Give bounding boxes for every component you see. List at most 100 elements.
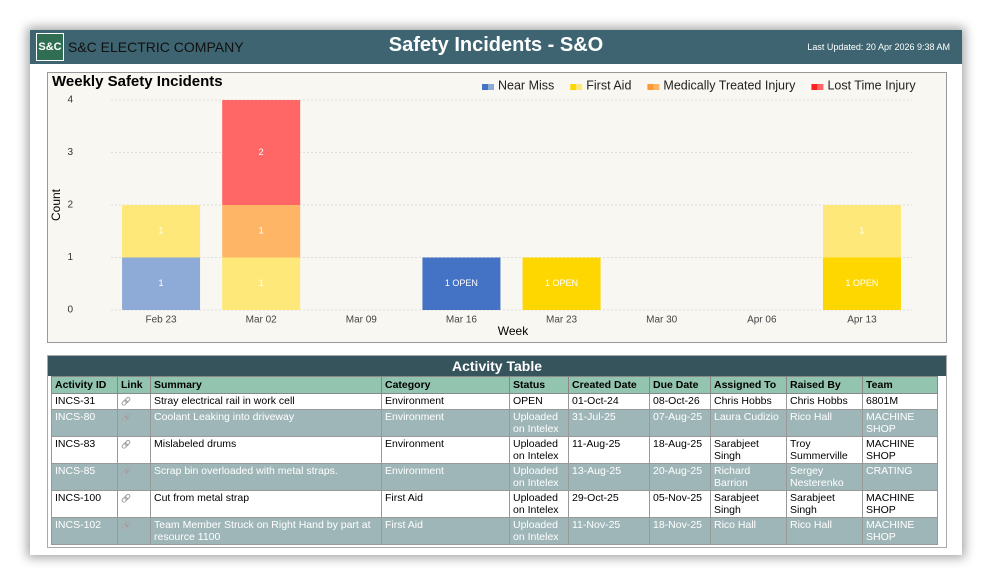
legend-swatch [482, 84, 488, 90]
column-header: Assigned To [710, 376, 787, 394]
link-icon[interactable]: 🔗 [121, 397, 131, 406]
link-icon[interactable]: 🔗 [121, 494, 131, 503]
y-tick-label: 3 [67, 147, 73, 158]
bar-label: 1 [159, 278, 164, 288]
x-tick-label: Mar 02 [246, 315, 278, 326]
table-cell: Uploaded on Intelex [509, 490, 569, 518]
table-cell: Sarabjeet Singh [710, 436, 787, 464]
chart-title: Weekly Safety Incidents [52, 73, 223, 90]
table-cell: INCS-102 [51, 517, 118, 545]
link-icon[interactable]: 🔗 [121, 440, 131, 449]
table-cell: Mislabeled drums [150, 436, 382, 464]
logo-icon: S&C [36, 33, 64, 61]
bar-label: 1 [259, 278, 264, 288]
bar-label: 1 [259, 226, 264, 236]
column-header: Status [509, 376, 569, 394]
table-cell: 11-Aug-25 [568, 436, 650, 464]
bar [822, 205, 901, 258]
x-tick-label: Mar 09 [346, 315, 378, 326]
bar [222, 257, 301, 310]
table-cell: 29-Oct-25 [568, 490, 650, 518]
bar [422, 257, 501, 310]
table-row: INCS-83 🔗 Mislabeled drums Environment Uploa… [51, 436, 938, 464]
y-tick-label: 1 [67, 252, 73, 263]
legend-swatch [653, 84, 660, 90]
table-cell: Sarabjeet Singh [786, 490, 863, 518]
table-cell: Chris Hobbs [710, 393, 787, 410]
table-cell: 11-Nov-25 [568, 517, 650, 545]
table-cell: Sarabjeet Singh [710, 490, 787, 518]
table-cell: Troy Summerville [786, 436, 863, 464]
table-cell: INCS-80 [51, 409, 118, 437]
legend-swatch [817, 84, 824, 90]
bar [222, 100, 301, 205]
table-cell: Cut from metal strap [150, 490, 382, 518]
table-cell: 07-Aug-25 [649, 409, 711, 437]
x-tick-label: Apr 13 [847, 315, 877, 326]
column-header: Due Date [649, 376, 711, 394]
legend-swatch [647, 84, 654, 90]
table-cell: Team Member Struck on Right Hand by part… [150, 517, 382, 545]
table-cell: 18-Aug-25 [649, 436, 711, 464]
table-cell: INCS-85 [51, 463, 118, 491]
last-updated: Last Updated: 20 Apr 2026 9:38 AM [807, 42, 950, 52]
legend-swatch [488, 84, 494, 90]
legend-swatch [570, 84, 577, 90]
table-cell: Chris Hobbs [786, 393, 863, 410]
table-cell: 20-Aug-25 [649, 463, 711, 491]
table-title: Activity Table [48, 356, 946, 376]
table-cell: 01-Oct-24 [568, 393, 650, 410]
x-tick-label: Mar 23 [546, 315, 578, 326]
y-tick-label: 0 [67, 305, 73, 316]
legend-label: Near Miss [498, 78, 554, 92]
legend-swatch [811, 84, 818, 90]
chart: Weekly Safety Incidents Week Count 0 1 2 3 4… [47, 72, 947, 343]
table-cell: 13-Aug-25 [568, 463, 650, 491]
table: Activity ID Link Summary Category Status Crea… [51, 376, 938, 545]
table-cell: Stray electrical rail in work cell [150, 393, 382, 410]
column-header: Link [117, 376, 151, 394]
table-cell: MACHINE SHOP [862, 490, 938, 518]
y-axis-title: Count [49, 188, 63, 221]
table-cell: Uploaded on Intelex [509, 436, 569, 464]
bar [122, 257, 201, 310]
link-icon[interactable]: 🔗 [121, 521, 131, 530]
link-icon[interactable]: 🔗 [121, 467, 131, 476]
x-tick-label: Mar 30 [646, 315, 678, 326]
table-cell: 18-Nov-25 [649, 517, 711, 545]
link-cell: 🔗 [117, 517, 151, 545]
x-axis-title: Week [498, 324, 529, 338]
activity-table: Activity Table Activity ID Link Summary Cat… [47, 355, 947, 548]
table-cell: INCS-83 [51, 436, 118, 464]
bar [822, 257, 901, 310]
bar [222, 205, 301, 258]
table-row: INCS-100 🔗 Cut from metal strap First Aid Up… [51, 490, 938, 518]
table-cell: 31-Jul-25 [568, 409, 650, 437]
legend-label: Medically Treated Injury [663, 78, 796, 92]
table-cell: First Aid [381, 517, 510, 545]
table-cell: Environment [381, 463, 510, 491]
table-cell: Uploaded on Intelex [509, 517, 569, 545]
table-cell: Coolant Leaking into driveway [150, 409, 382, 437]
bar [122, 205, 201, 258]
column-header: Activity ID [51, 376, 118, 394]
table-row: INCS-31 🔗 Stray electrical rail in work ce… [51, 393, 938, 410]
column-header: Team [862, 376, 938, 394]
link-icon[interactable]: 🔗 [121, 413, 131, 422]
table-cell: Rico Hall [786, 517, 863, 545]
table-row: INCS-102 🔗 Team Member Struck on Right Han… [51, 517, 938, 545]
x-tick-label: Apr 06 [747, 315, 777, 326]
table-cell: Environment [381, 393, 510, 410]
table-cell: INCS-31 [51, 393, 118, 410]
table-cell: Richard Barrion [710, 463, 787, 491]
x-tick-label: Mar 16 [446, 315, 478, 326]
page-title: Safety Incidents - S&O [388, 34, 604, 56]
link-cell: 🔗 [117, 393, 151, 410]
table-cell: 6801M [862, 393, 938, 410]
bar-label: 1 OPEN [845, 278, 878, 288]
table-cell: Environment [381, 409, 510, 437]
bar-label: 1 OPEN [545, 278, 578, 288]
table-cell: MACHINE SHOP [862, 517, 938, 545]
link-cell: 🔗 [117, 436, 151, 464]
